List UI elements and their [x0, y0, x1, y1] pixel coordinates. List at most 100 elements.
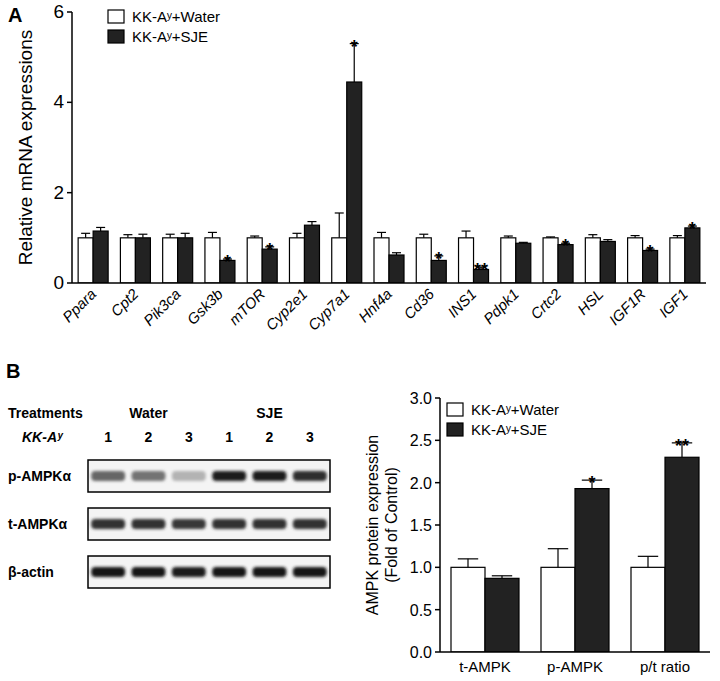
error-cap — [519, 242, 528, 243]
bar — [304, 225, 319, 283]
bar — [485, 578, 519, 652]
y-tick — [435, 482, 440, 484]
significance: * — [266, 240, 273, 260]
y-tick-label: 1.0 — [410, 559, 432, 576]
error-cap — [392, 252, 401, 253]
error-cap — [492, 575, 512, 576]
error-cap — [673, 235, 682, 236]
blot-band — [212, 471, 246, 481]
error-cap — [307, 221, 316, 222]
blot-band — [253, 471, 287, 481]
y-tick-label: 1.5 — [410, 517, 432, 534]
error-cap — [81, 233, 90, 234]
blot-band — [91, 567, 125, 577]
error-bar — [296, 233, 297, 238]
bar — [451, 567, 485, 652]
error-cap — [96, 227, 105, 228]
error-cap — [462, 230, 471, 231]
x-tick-label: t-AMPK — [459, 658, 511, 675]
error-cap — [631, 235, 640, 236]
blot-band — [253, 567, 287, 577]
x-tick-label: Cpt2 — [107, 285, 142, 320]
legend-label: KK-Aʸ+Water — [471, 401, 559, 418]
y-axis-label: (Fold of Control) — [383, 467, 400, 583]
y-axis-label: AMPK protein expression — [364, 435, 381, 616]
x-tick-label: p/t ratio — [640, 658, 690, 675]
y-tick — [435, 651, 440, 653]
y-tick — [435, 397, 440, 399]
error-bar — [557, 549, 558, 568]
bar — [135, 238, 150, 283]
significance: * — [435, 249, 442, 269]
x-tick-label: Gsk3b — [183, 285, 226, 328]
bar — [665, 457, 699, 652]
significance: * — [647, 242, 654, 262]
bar — [459, 238, 474, 283]
y-tick-label: 0 — [53, 272, 64, 293]
y-tick — [435, 524, 440, 526]
blot-band — [293, 519, 327, 529]
y-tick — [67, 282, 72, 284]
x-tick-label: INS1 — [444, 285, 480, 321]
bar — [543, 238, 558, 283]
y-tick — [435, 567, 440, 569]
significance: * — [562, 236, 569, 256]
error-bar — [467, 559, 468, 567]
y-tick-label: 0.0 — [410, 644, 432, 661]
y-axis — [71, 12, 73, 283]
panel-label: A — [8, 4, 22, 26]
bar — [541, 567, 575, 652]
x-axis — [440, 651, 710, 653]
error-cap — [208, 232, 217, 233]
lane-label: 2 — [266, 429, 274, 445]
bar — [163, 238, 178, 283]
error-bar — [212, 232, 213, 237]
bar — [289, 238, 304, 283]
blot-frame — [88, 556, 330, 588]
group-label: Water — [129, 405, 168, 421]
x-tick-label: p-AMPK — [547, 658, 603, 675]
error-cap — [546, 236, 555, 237]
blot-frame — [88, 508, 330, 540]
error-cap — [123, 234, 132, 235]
blot-band — [132, 519, 166, 529]
blot-header: Treatments — [8, 405, 83, 421]
y-axis-label: Relative mRNA expressions — [15, 30, 36, 265]
error-bar — [381, 232, 382, 237]
y-tick — [435, 440, 440, 442]
blot-band — [132, 471, 166, 481]
lane-label: 3 — [185, 429, 193, 445]
bar — [501, 238, 516, 283]
blot-row-label: KK-Aʸ — [22, 429, 64, 445]
blot-band — [172, 567, 206, 577]
error-cap — [138, 234, 147, 235]
y-tick-label: 0.5 — [410, 602, 432, 619]
error-bar — [465, 231, 466, 238]
x-tick-label: Hnf4a — [355, 285, 395, 325]
legend-label: KK-Aʸ+SJE — [471, 421, 547, 438]
significance: * — [588, 473, 595, 493]
x-tick-label: HSL — [574, 285, 607, 318]
bar — [347, 82, 362, 283]
y-tick-label: 6 — [53, 1, 64, 22]
error-cap — [292, 233, 301, 234]
error-bar — [85, 233, 86, 238]
y-tick — [67, 192, 72, 194]
x-tick-label: Ppara — [59, 285, 99, 325]
error-cap — [504, 235, 513, 236]
bar — [628, 238, 643, 283]
bar — [516, 243, 531, 283]
error-cap — [377, 232, 386, 233]
bar — [585, 238, 600, 283]
band-label: β-actin — [8, 564, 54, 580]
x-tick-label: Cyp2e1 — [262, 285, 311, 334]
blot-band — [253, 519, 287, 529]
x-tick-label: IGF1R — [605, 285, 648, 328]
bar — [78, 238, 93, 283]
error-cap — [166, 234, 175, 235]
blot-band — [293, 567, 327, 577]
lane-label: 2 — [145, 429, 153, 445]
group-label: SJE — [256, 405, 282, 421]
blot-frame — [88, 460, 330, 492]
bar — [575, 489, 609, 652]
